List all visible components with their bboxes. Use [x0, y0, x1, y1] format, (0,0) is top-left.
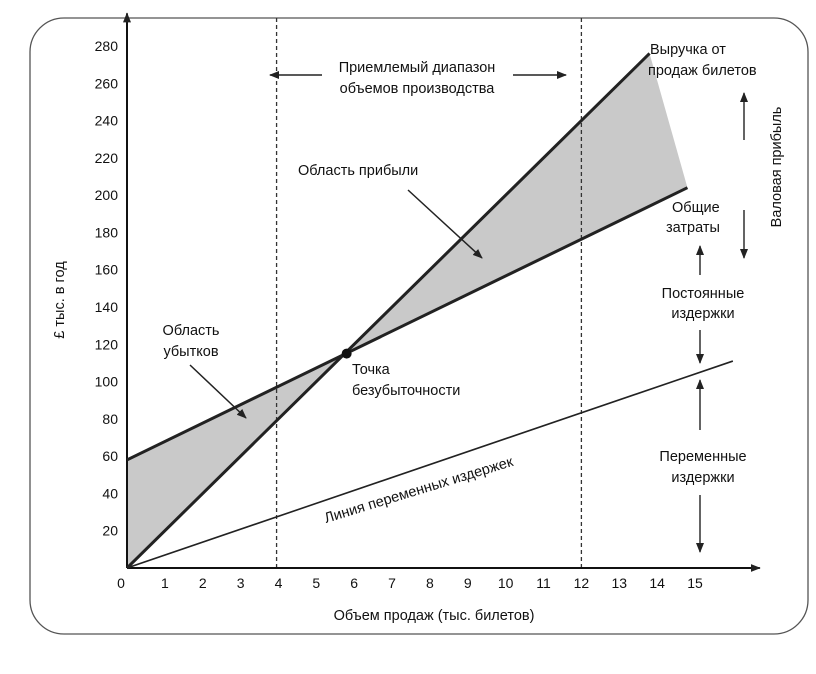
x-tick-label: 15	[687, 575, 703, 591]
x-tick-label: 9	[464, 575, 472, 591]
x-tick-label: 0	[117, 575, 125, 591]
y-tick-label: 100	[95, 374, 119, 390]
variable-line-label: Линия переменных издержек	[322, 454, 515, 527]
variable-costs-label-line2: издержки	[671, 470, 734, 486]
total-cost-line	[126, 186, 689, 462]
y-tick-label: 240	[95, 113, 119, 129]
x-tick-label: 12	[574, 575, 590, 591]
x-tick-label: 8	[426, 575, 434, 591]
y-tick-label: 60	[102, 448, 118, 464]
y-tick-label: 140	[95, 299, 119, 315]
y-tick-label: 120	[95, 336, 119, 352]
profit-area-label: Область прибыли	[298, 163, 418, 179]
range-label-line2: объемов производства	[340, 81, 496, 97]
variable-cost-line	[126, 360, 734, 569]
breakeven-label-line2: безубыточности	[352, 383, 460, 399]
revenue-label-line1: Выручка от	[650, 42, 726, 58]
x-tick-label: 14	[649, 575, 665, 591]
x-axis-title: Объем продаж (тыс. билетов)	[334, 608, 535, 624]
loss-area-label-line2: убытков	[163, 344, 218, 360]
breakeven-label-line1: Точка	[352, 362, 391, 378]
y-tick-label: 160	[95, 262, 119, 278]
y-tick-label: 220	[95, 150, 119, 166]
x-tick-label: 4	[275, 575, 283, 591]
y-tick-label: 40	[102, 485, 118, 501]
x-tick-label: 6	[350, 575, 358, 591]
y-tick-labels: 20 40 60 80 100 120 140 160 180 200 220 240 260 280	[95, 38, 119, 539]
gross-profit-label: Валовая прибыль	[769, 107, 785, 228]
x-tick-label: 11	[536, 575, 551, 591]
fixed-costs-label-line1: Постоянные	[662, 286, 745, 302]
loss-area-label-line1: Область	[163, 323, 220, 339]
x-tick-label: 5	[312, 575, 320, 591]
variable-costs-label-line1: Переменные	[659, 449, 746, 465]
x-tick-label: 3	[237, 575, 245, 591]
profit-region	[346, 53, 688, 354]
outer-border	[29, 17, 809, 635]
loss-area-arrow	[189, 364, 247, 419]
x-tick-label: 7	[388, 575, 396, 591]
y-tick-label: 200	[95, 187, 119, 203]
profit-area-arrow	[407, 189, 483, 259]
y-tick-label: 280	[95, 38, 119, 54]
x-tick-label: 2	[199, 575, 207, 591]
y-tick-label: 20	[102, 523, 118, 539]
revenue-line	[125, 52, 651, 570]
y-tick-label: 180	[95, 224, 119, 240]
revenue-label-line2: продаж билетов	[648, 63, 757, 79]
breakeven-point	[341, 348, 352, 359]
x-tick-label: 10	[498, 575, 514, 591]
y-tick-label: 80	[102, 411, 118, 427]
x-tick-label: 13	[611, 575, 627, 591]
x-tick-labels: 0 1 2 3 4 5 6 7 8 9 10 11 12 13 14 15	[117, 575, 703, 591]
y-tick-label: 260	[95, 75, 119, 91]
fixed-costs-label-line2: издержки	[671, 306, 734, 322]
total-cost-label-line2: затраты	[666, 220, 720, 236]
y-axis-title: £ тыс. в год	[52, 261, 68, 339]
range-label-line1: Приемлемый диапазон	[339, 60, 496, 76]
total-cost-label-line1: Общие	[672, 200, 720, 216]
x-tick-label: 1	[161, 575, 169, 591]
